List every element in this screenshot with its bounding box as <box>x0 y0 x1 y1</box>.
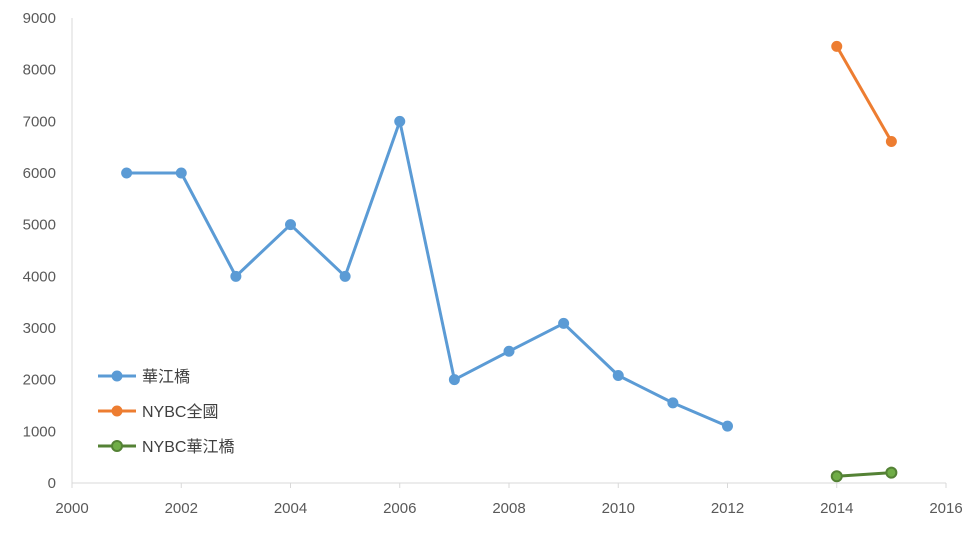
y-tick-label: 9000 <box>23 10 56 27</box>
legend-label: 華江橋 <box>142 368 190 386</box>
legend: 華江橋 NYBC全國 NYBC華江橋 <box>98 368 234 456</box>
series-line <box>837 473 892 477</box>
data-point <box>176 168 186 178</box>
y-tick-label: 4000 <box>23 268 56 285</box>
data-point <box>231 271 241 281</box>
data-point <box>449 375 459 385</box>
x-tick-label: 2008 <box>492 500 525 517</box>
x-tick-label: 2002 <box>165 500 198 517</box>
legend-swatch-marker <box>112 371 122 381</box>
data-point <box>395 116 405 126</box>
y-tick-label: 0 <box>48 475 56 492</box>
x-tick-label: 2004 <box>274 500 307 517</box>
data-point <box>668 398 678 408</box>
x-tick-label: 2000 <box>55 500 88 517</box>
y-tick-label: 7000 <box>23 113 56 130</box>
data-point <box>832 471 842 481</box>
y-tick-label: 3000 <box>23 320 56 337</box>
data-point <box>886 136 896 146</box>
data-point <box>340 271 350 281</box>
series-1 <box>122 116 733 431</box>
legend-swatch-marker <box>112 441 122 451</box>
data-point <box>559 318 569 328</box>
legend-item: NYBC全國 <box>98 403 218 421</box>
data-point <box>613 371 623 381</box>
data-point <box>122 168 132 178</box>
data-point <box>832 41 842 51</box>
x-tick-label: 2006 <box>383 500 416 517</box>
data-point <box>723 421 733 431</box>
x-tick-label: 2010 <box>602 500 635 517</box>
x-tick-label: 2016 <box>929 500 962 517</box>
series-layer <box>122 41 897 481</box>
series-line <box>837 46 892 141</box>
data-point <box>286 220 296 230</box>
x-tick-label: 2014 <box>820 500 853 517</box>
y-tick-label: 5000 <box>23 217 56 234</box>
y-tick-label: 8000 <box>23 62 56 79</box>
legend-swatch-marker <box>112 406 122 416</box>
legend-label: NYBC華江橋 <box>142 438 234 456</box>
legend-item: NYBC華江橋 <box>98 438 234 456</box>
series-2 <box>832 41 897 146</box>
y-tick-label: 1000 <box>23 423 56 440</box>
data-point <box>886 468 896 478</box>
y-tick-label: 2000 <box>23 372 56 389</box>
series-line <box>127 121 728 426</box>
y-tick-label: 6000 <box>23 165 56 182</box>
data-point <box>504 346 514 356</box>
legend-item: 華江橋 <box>98 368 190 386</box>
series-3 <box>832 468 897 482</box>
legend-label: NYBC全國 <box>142 403 218 421</box>
x-tick-label: 2012 <box>711 500 744 517</box>
